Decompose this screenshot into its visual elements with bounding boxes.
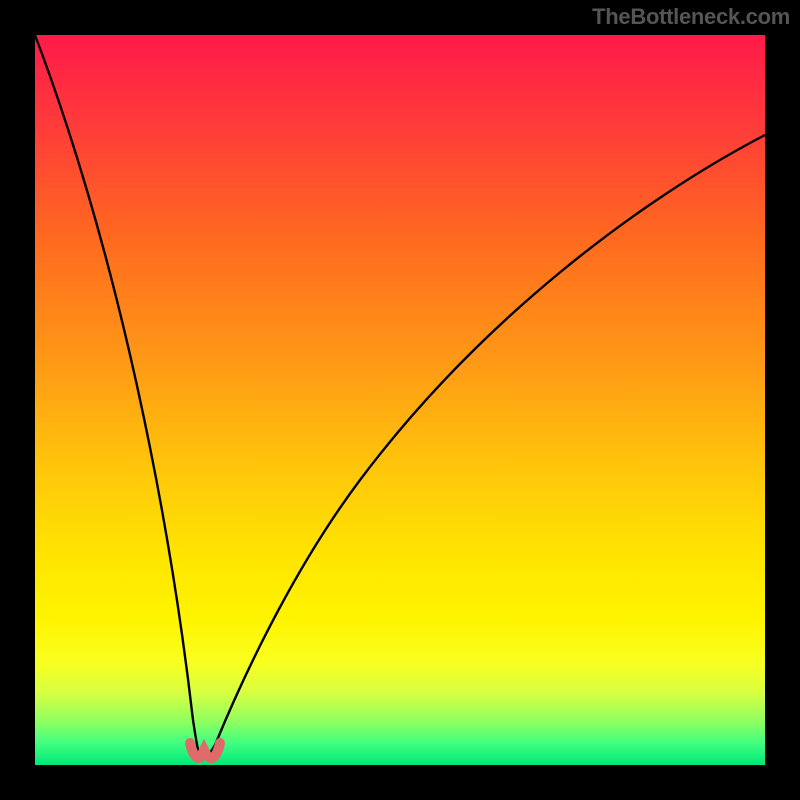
watermark-text: TheBottleneck.com bbox=[592, 4, 790, 30]
plot-background bbox=[35, 35, 765, 765]
bottom-marker bbox=[190, 743, 220, 758]
chart-root: TheBottleneck.com bbox=[0, 0, 800, 800]
plot-svg bbox=[0, 0, 800, 800]
